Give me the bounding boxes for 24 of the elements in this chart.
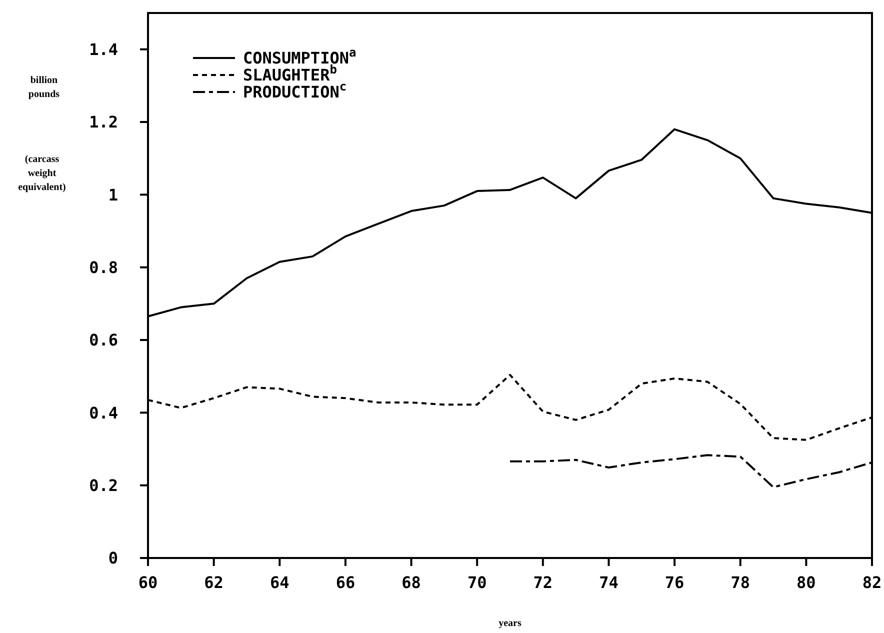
text: (carcass weight equivalent): [18, 154, 66, 193]
x-tick-label: 64: [270, 573, 290, 592]
y-tick-label: 0.4: [89, 403, 118, 422]
x-tick-label: 76: [664, 573, 684, 592]
x-axis-title: years: [498, 618, 522, 629]
x-tick-label: 82: [862, 573, 882, 592]
x-tick-label: 62: [204, 573, 224, 592]
x-tick-label: 70: [467, 573, 487, 592]
x-tick-label: 68: [402, 573, 421, 592]
x-tick-label: 74: [599, 573, 618, 592]
legend-label: PRODUCTION$^{c}$: [243, 80, 347, 102]
y-tick-label: 0.6: [89, 330, 118, 350]
x-tick-label: 78: [730, 573, 750, 592]
y-axis-title: billion pounds: [28, 75, 60, 100]
y-tick-label: 0.8: [89, 258, 118, 277]
x-tick-label: 66: [336, 573, 356, 592]
y-tick-label: 1.2: [89, 112, 118, 132]
y-tick-label: 1.4: [89, 40, 118, 59]
x-tick-label: 60: [138, 573, 158, 592]
x-tick-label: 80: [796, 573, 816, 592]
x-tick-label: 72: [533, 573, 553, 592]
y-tick-label: 1: [108, 185, 118, 204]
y-tick-label: 0.2: [89, 476, 118, 495]
y-tick-label: 0: [108, 548, 118, 568]
